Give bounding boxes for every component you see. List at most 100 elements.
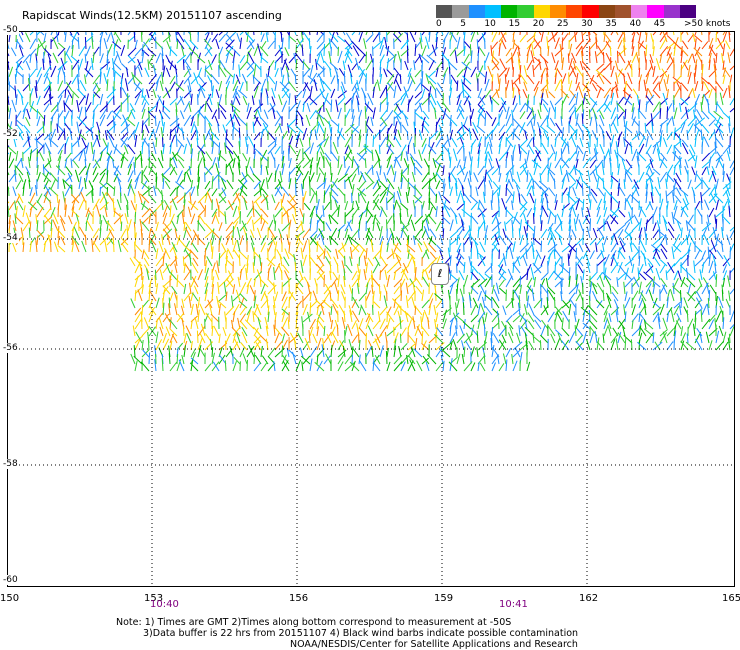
- wind-barb: [498, 67, 508, 78]
- wind-barb: [204, 46, 212, 57]
- wind-barb: [650, 33, 654, 43]
- wind-barb: [288, 178, 292, 190]
- wind-barb: [539, 102, 542, 113]
- wind-barb: [701, 161, 710, 169]
- wind-barb: [659, 158, 668, 169]
- wind-barb: [393, 103, 399, 113]
- wind-barb: [537, 121, 542, 134]
- wind-barb: [572, 60, 577, 71]
- wind-speed-legend: 0 5 10 15 20 25 30 35 40 45 >50 knots: [436, 5, 731, 35]
- wind-barb: [190, 143, 192, 155]
- wind-barb: [700, 200, 703, 211]
- wind-barb: [728, 31, 731, 43]
- wind-barb: [568, 151, 577, 162]
- wind-barb: [36, 43, 40, 57]
- wind-barb: [603, 102, 612, 113]
- wind-barb: [615, 31, 619, 36]
- wind-barb: [546, 115, 549, 127]
- wind-barb: [575, 113, 579, 127]
- wind-barb: [633, 179, 640, 190]
- wind-barb: [43, 72, 49, 85]
- wind-barb: [91, 185, 94, 197]
- wind-barb: [675, 172, 682, 183]
- wind-barb: [328, 38, 332, 50]
- wind-barb: [7, 120, 10, 127]
- wind-barb: [169, 60, 173, 71]
- wind-barb: [189, 39, 199, 50]
- wind-barb: [232, 73, 235, 85]
- wind-barb: [166, 40, 171, 50]
- wind-barb: [367, 92, 374, 106]
- wind-barb: [708, 44, 714, 57]
- wind-barb: [211, 188, 218, 197]
- wind-barb: [259, 45, 269, 57]
- note-line-2: 3)Data buffer is 22 hrs from 20151107 4)…: [143, 628, 579, 639]
- wind-barb: [99, 67, 102, 78]
- wind-barb: [283, 59, 290, 71]
- wind-barb: [673, 145, 682, 155]
- wind-barb: [57, 47, 66, 57]
- wind-barb: [60, 57, 66, 71]
- wind-barb: [645, 118, 654, 127]
- wind-barb: [685, 106, 689, 120]
- wind-barb: [617, 47, 627, 57]
- wind-barb: [599, 114, 605, 127]
- wind-barb: [463, 171, 469, 183]
- wind-barb: [719, 92, 724, 106]
- wind-barb: [225, 145, 234, 155]
- wind-barb: [568, 80, 573, 92]
- wind-barb: [153, 31, 157, 36]
- wind-barb: [371, 31, 374, 36]
- wind-barb: [197, 110, 206, 120]
- wind-barb: [659, 130, 663, 141]
- legend-swatch: [679, 5, 696, 18]
- wind-barb: [172, 157, 178, 169]
- wind-barb: [190, 158, 192, 169]
- wind-barb: [204, 116, 213, 127]
- wind-barb: [246, 157, 251, 169]
- longitude-label: 159: [434, 593, 454, 604]
- wind-barb: [457, 177, 465, 190]
- wind-barb: [650, 113, 654, 127]
- wind-barb: [134, 61, 142, 71]
- wind-barb: [393, 31, 396, 36]
- wind-barb: [415, 159, 423, 169]
- wind-barb: [246, 144, 249, 155]
- wind-barb: [71, 115, 73, 127]
- wind-barb: [596, 103, 606, 113]
- wind-barb: [435, 172, 444, 183]
- wind-barb: [28, 78, 31, 92]
- wind-barb: [260, 117, 269, 127]
- wind-barb: [42, 173, 52, 183]
- wind-barb: [77, 64, 80, 78]
- wind-barb: [505, 80, 510, 92]
- wind-barb: [519, 138, 528, 148]
- wind-barb: [582, 157, 591, 169]
- wind-barb: [477, 177, 486, 190]
- wind-barb: [218, 80, 223, 92]
- wind-barb: [666, 173, 675, 183]
- wind-barb: [113, 121, 116, 134]
- wind-barb: [177, 31, 185, 43]
- wind-barb: [681, 40, 689, 50]
- wind-barb: [711, 170, 717, 183]
- wind-barb: [71, 139, 79, 148]
- wind-barb: [400, 177, 403, 190]
- wind-barb: [395, 79, 402, 92]
- wind-barb: [526, 109, 534, 120]
- wind-barb: [596, 137, 599, 148]
- wind-barb: [713, 58, 717, 71]
- wind-barb: [469, 170, 472, 183]
- wind-barb: [112, 115, 115, 127]
- wind-barb: [400, 151, 403, 162]
- wind-barb: [617, 33, 624, 43]
- wind-barb: [615, 141, 619, 155]
- wind-barb: [43, 65, 52, 78]
- wind-barb: [429, 201, 437, 211]
- wind-barb: [169, 152, 179, 162]
- wind-barb: [383, 68, 388, 78]
- wind-barb: [207, 59, 213, 71]
- wind-barb: [303, 151, 311, 162]
- wind-barb: [713, 110, 724, 120]
- wind-barb: [400, 169, 403, 183]
